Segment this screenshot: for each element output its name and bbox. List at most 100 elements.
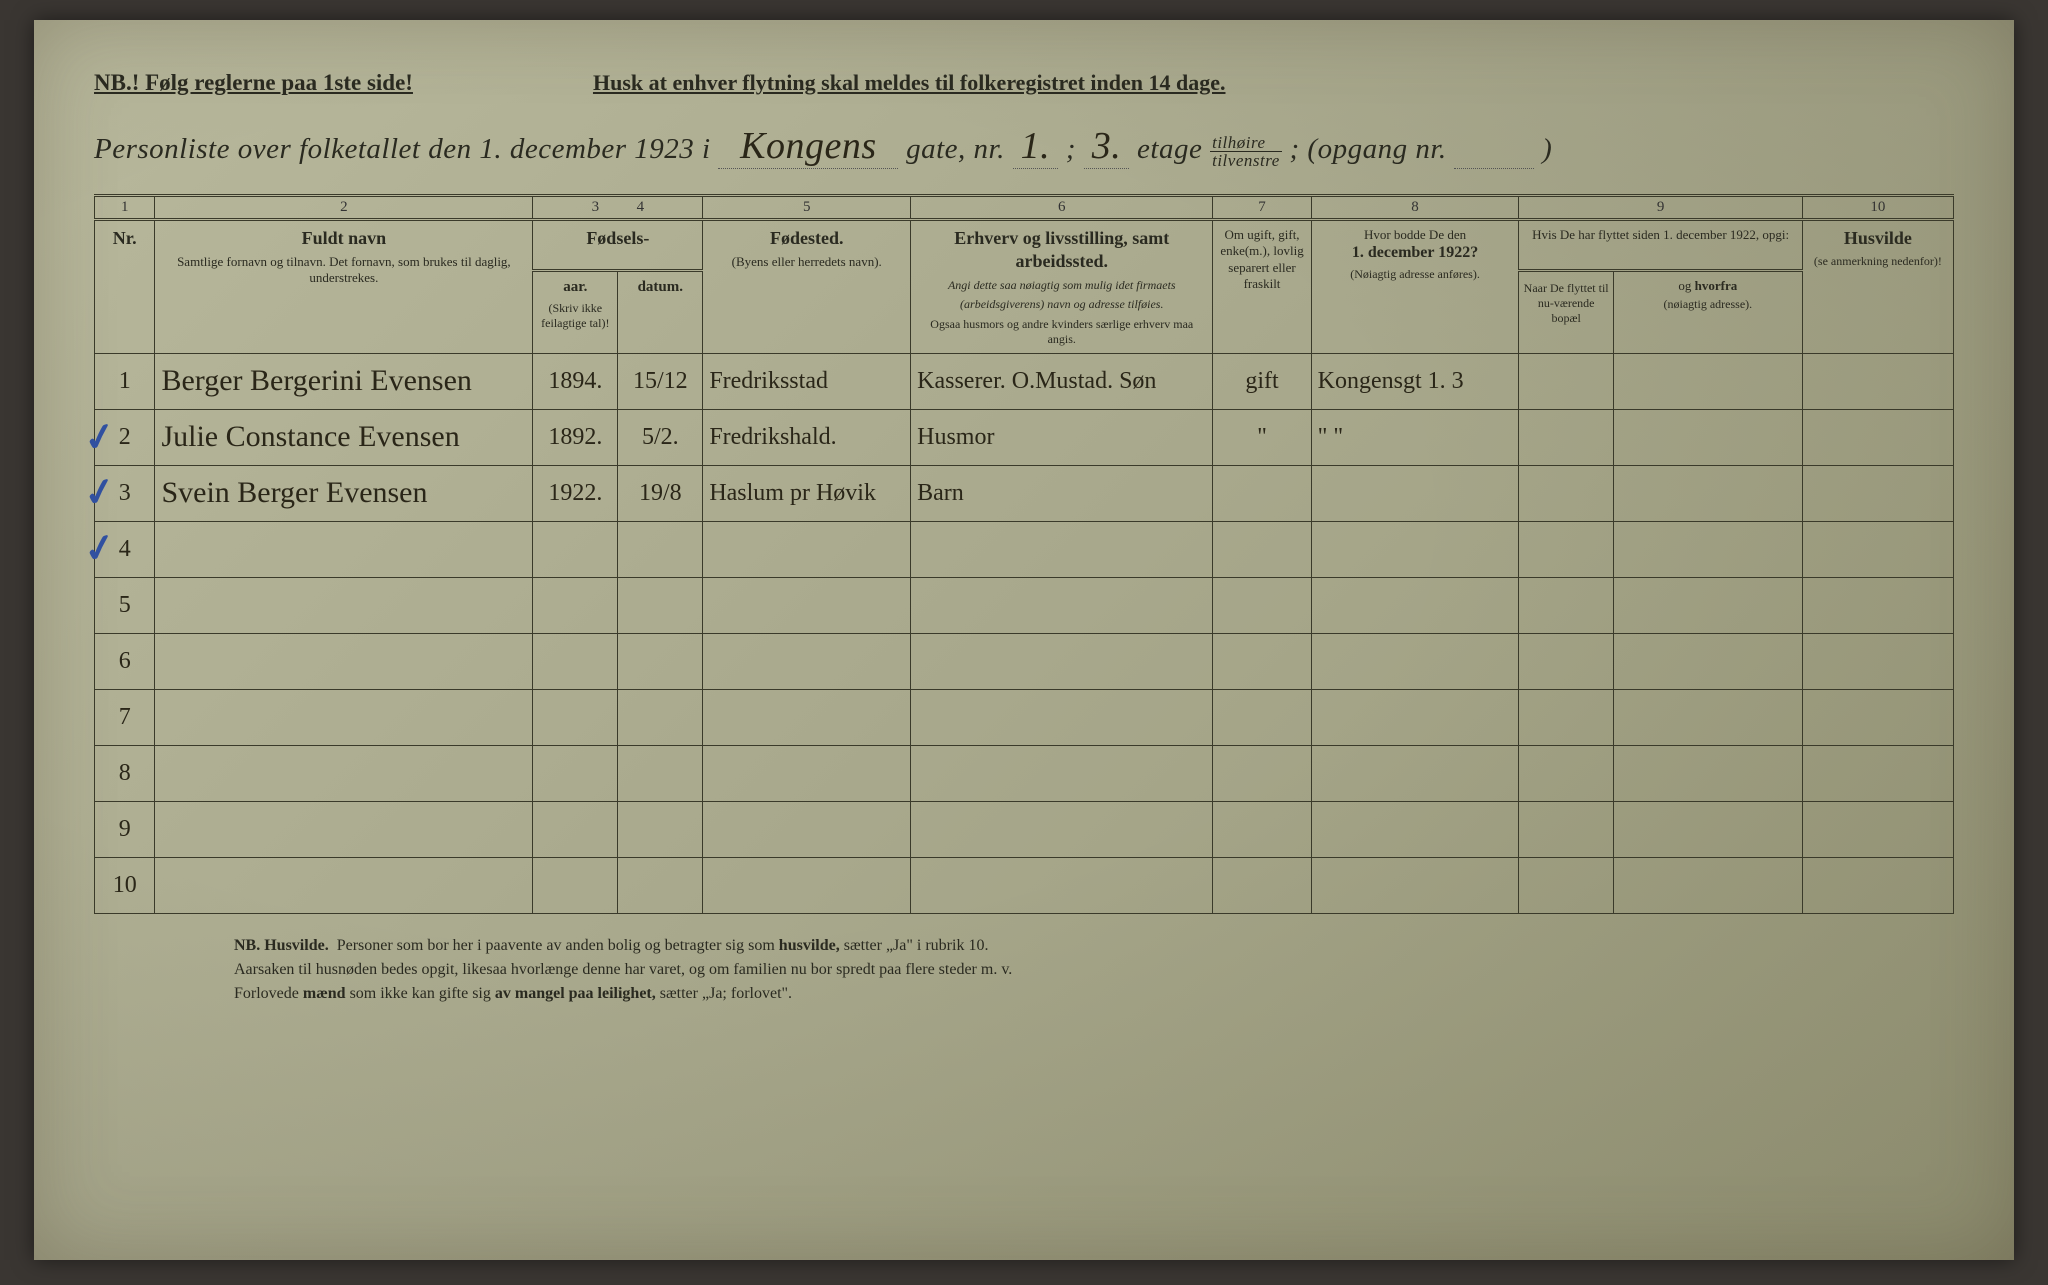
gate-label: gate, nr. (906, 133, 1005, 165)
table-row-empty: 7 (95, 689, 1954, 745)
title-line: Personliste over folketallet den 1. dece… (94, 124, 1954, 169)
row-nr: 8 (95, 745, 155, 801)
hdr-fodsels: Fødsels- (533, 220, 703, 271)
hdr-name: Fuldt navn Samtlige fornavn og tilnavn. … (155, 220, 533, 354)
census-document: NB.! Følg reglerne paa 1ste side! Husk a… (34, 20, 2014, 1260)
row-erhverv: Kasserer. O.Mustad. Søn (911, 353, 1213, 409)
row-civil (1213, 465, 1311, 521)
row-fodested: Fredrikshald. (703, 409, 911, 465)
row-nr: 7 (95, 689, 155, 745)
row-nr: 9 (95, 801, 155, 857)
row-civil: gift (1213, 353, 1311, 409)
table-row-empty: 9 (95, 801, 1954, 857)
footer-text: som ikke kan gifte sig (350, 985, 491, 1002)
opgang-handwritten (1454, 124, 1534, 169)
table-row: 3 Svein Berger Evensen 1922. 19/8 Haslum… (95, 465, 1954, 521)
table-row-empty: 8 (95, 745, 1954, 801)
row-datum: 19/8 (618, 465, 703, 521)
colnum-2: 2 (155, 196, 533, 220)
house-nr-handwritten: 1. (1013, 124, 1059, 169)
row-aar: 1894. (533, 353, 618, 409)
footer-note: NB. Husvilde. Personer som bor her i paa… (94, 934, 1954, 1006)
row-naar (1519, 465, 1613, 521)
hdr-nr: Nr. (95, 220, 155, 354)
colnum-7: 7 (1213, 196, 1311, 220)
census-table: 1 2 3 4 5 6 7 8 9 10 Nr. Fuldt navn Samt… (94, 194, 1954, 914)
row-erhverv: Barn (911, 465, 1213, 521)
row-hvorfra (1613, 409, 1802, 465)
row-nr: 10 (95, 857, 155, 913)
colnum-10: 10 (1802, 196, 1953, 220)
colnum-9: 9 (1519, 196, 1802, 220)
row-nr: 6 (95, 633, 155, 689)
title-prefix: Personliste over folketallet den 1. dece… (94, 133, 711, 165)
side-fraction: tilhøire tilvenstre (1210, 134, 1282, 169)
hdr-flyttet: Hvis De har flyttet siden 1. december 19… (1519, 220, 1802, 271)
hdr-aar: aar. (Skriv ikke feilagtige tal)! (533, 271, 618, 353)
table-row: 2 Julie Constance Evensen 1892. 5/2. Fre… (95, 409, 1954, 465)
row-name: Svein Berger Evensen (155, 465, 533, 521)
footer-mangel: av mangel paa leilighet, (495, 985, 656, 1002)
colnum-6: 6 (911, 196, 1213, 220)
footer-text: sætter „Ja" i rubrik 10. (844, 937, 989, 954)
row-bodde: " " (1311, 409, 1519, 465)
fraction-bot: tilvenstre (1210, 152, 1282, 169)
row-naar (1519, 353, 1613, 409)
table-row-empty: 10 (95, 857, 1954, 913)
hdr-husvilde: Husvilde (se anmerkning nedenfor)! (1802, 220, 1953, 354)
etage-handwritten: 3. (1084, 124, 1130, 169)
hdr-erhverv: Erhverv og livsstilling, samt arbeidsste… (911, 220, 1213, 354)
top-notices: NB.! Følg reglerne paa 1ste side! Husk a… (94, 70, 1954, 96)
street-name-handwritten: Kongens (718, 124, 898, 169)
row-nr: 5 (95, 577, 155, 633)
notice-left: NB.! Følg reglerne paa 1ste side! (94, 70, 413, 96)
fraction-top: tilhøire (1210, 134, 1282, 152)
row-fodested: Fredriksstad (703, 353, 911, 409)
row-erhverv: Husmor (911, 409, 1213, 465)
opgang-close: ) (1542, 133, 1552, 165)
row-datum: 5/2. (618, 409, 703, 465)
table-row-empty: 4 (95, 521, 1954, 577)
row-fodested: Haslum pr Høvik (703, 465, 911, 521)
table-row: 1 Berger Bergerini Evensen 1894. 15/12 F… (95, 353, 1954, 409)
row-naar (1519, 409, 1613, 465)
footer-husvilde: husvilde, (779, 937, 840, 954)
row-datum: 15/12 (618, 353, 703, 409)
footer-text: Personer som bor her i paavente av anden… (337, 937, 775, 954)
footer-maend: mænd (303, 985, 346, 1002)
etage-label: etage (1137, 133, 1202, 165)
row-aar: 1922. (533, 465, 618, 521)
row-hvorfra (1613, 465, 1802, 521)
table-row-empty: 6 (95, 633, 1954, 689)
row-name: Berger Bergerini Evensen (155, 353, 533, 409)
table-row-empty: 5 (95, 577, 1954, 633)
row-bodde: Kongensgt 1. 3 (1311, 353, 1519, 409)
notice-right: Husk at enhver flytning skal meldes til … (593, 70, 1226, 96)
hdr-fodested: Fødested. (Byens eller herredets navn). (703, 220, 911, 354)
row-bodde (1311, 465, 1519, 521)
row-name: Julie Constance Evensen (155, 409, 533, 465)
colnum-1: 1 (95, 196, 155, 220)
hdr-bodde: Hvor bodde De den 1. december 1922? (Nøi… (1311, 220, 1519, 354)
row-nr: 1 (95, 353, 155, 409)
footer-text: sætter „Ja; forlovet". (660, 985, 792, 1002)
footer-nb: NB. Husvilde. (234, 937, 329, 954)
column-number-row: 1 2 3 4 5 6 7 8 9 10 (95, 196, 1954, 220)
colnum-5: 5 (703, 196, 911, 220)
row-civil: " (1213, 409, 1311, 465)
header-row-1: Nr. Fuldt navn Samtlige fornavn og tilna… (95, 220, 1954, 271)
hdr-hvorfra: og hvorfra (nøiagtig adresse). (1613, 271, 1802, 353)
colnum-8: 8 (1311, 196, 1519, 220)
row-hvorfra (1613, 353, 1802, 409)
row-aar: 1892. (533, 409, 618, 465)
hdr-datum: datum. (618, 271, 703, 353)
colnum-3-4: 3 4 (533, 196, 703, 220)
hdr-civil: Om ugift, gift, enke(m.), lovlig separer… (1213, 220, 1311, 354)
row-husvilde (1802, 353, 1953, 409)
semicolon: ; (1066, 133, 1076, 165)
row-husvilde (1802, 465, 1953, 521)
footer-text: Forlovede (234, 985, 299, 1002)
opgang-label: ; (opgang nr. (1290, 133, 1447, 165)
footer-text: Aarsaken til husnøden bedes opgit, likes… (234, 961, 1012, 978)
hdr-naar: Naar De flyttet til nu-værende bopæl (1519, 271, 1613, 353)
